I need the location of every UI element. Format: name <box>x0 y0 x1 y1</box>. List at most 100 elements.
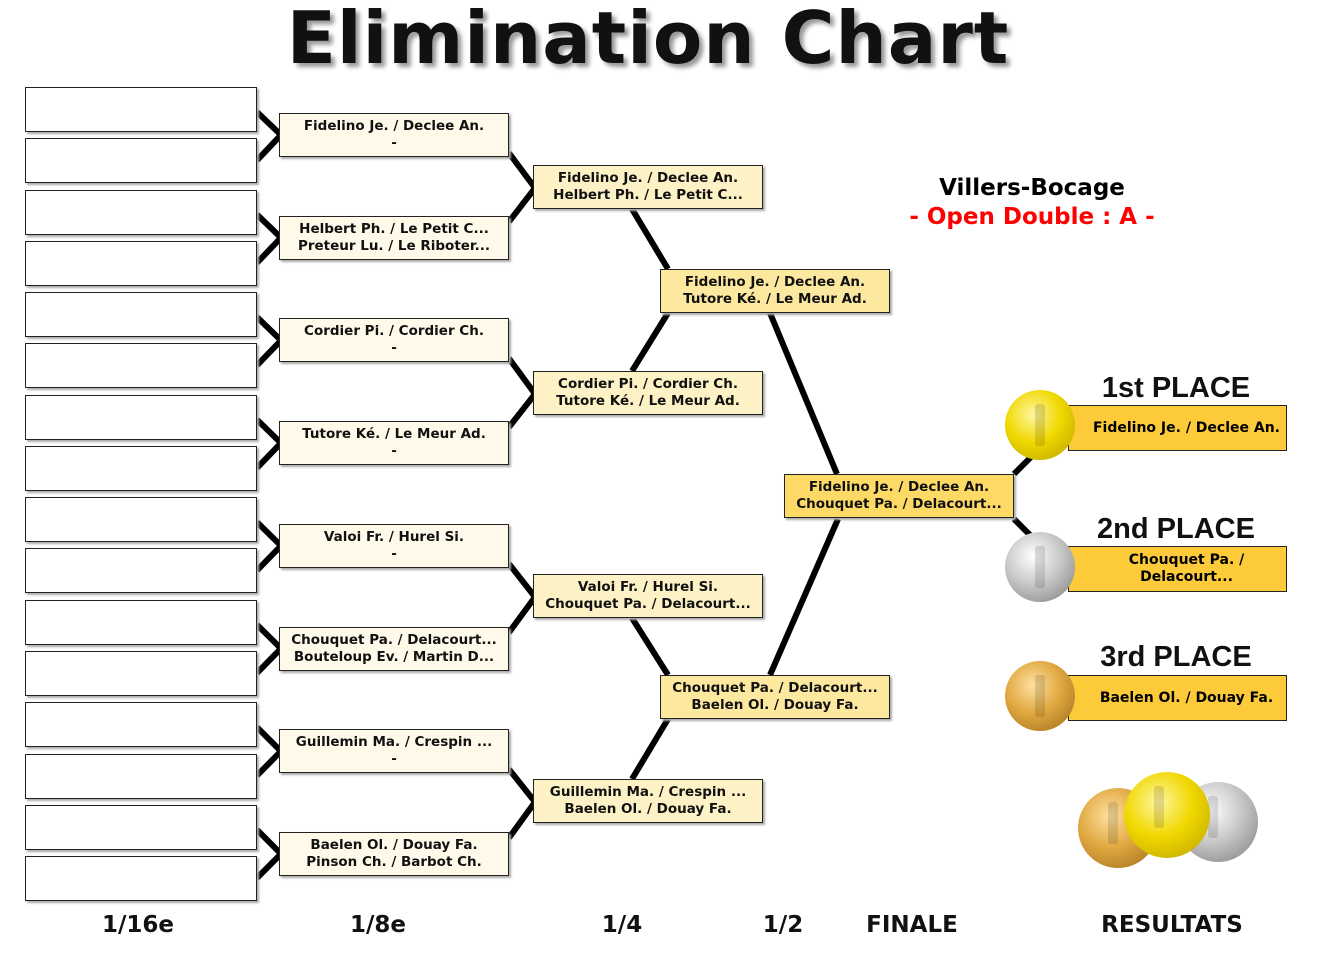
event-location: Villers-Bocage <box>939 175 1125 201</box>
round16-slot[interactable] <box>25 189 257 235</box>
quarter-match[interactable]: Fidelino Je. / Declee An. Helbert Ph. / L… <box>533 165 763 209</box>
team-line: Chouquet Pa. / Delacourt... <box>545 596 751 612</box>
quarter-match[interactable]: Valoi Fr. / Hurel Si. Chouquet Pa. / Dela… <box>533 574 763 618</box>
team-line: - <box>391 340 397 357</box>
team-line: Cordier Pi. / Cordier Ch. <box>558 376 738 392</box>
team-line: Fidelino Je. / Declee An. <box>808 479 990 495</box>
connector-line <box>506 151 538 190</box>
team-line: Chouquet Pa. / Delacourt... <box>291 631 497 648</box>
round8-match[interactable]: Chouquet Pa. / Delacourt... Bouteloup Ev.… <box>279 626 509 671</box>
round16-slot[interactable] <box>25 445 257 491</box>
column-label: 1/4 <box>601 912 643 938</box>
connector-line <box>254 314 284 343</box>
team-line: Baelen Ol. / Douay Fa. <box>691 697 859 713</box>
gold-medal-icon <box>1005 390 1075 460</box>
team-line: Pinson Ch. / Barbot Ch. <box>306 853 482 870</box>
round8-match[interactable]: Baelen Ol. / Douay Fa. Pinson Ch. / Barbo… <box>279 831 509 876</box>
team-line: Helbert Ph. / Le Petit C... <box>299 220 489 237</box>
team-line: Fidelino Je. / Declee An. <box>303 118 485 134</box>
connector-line <box>254 622 284 651</box>
connector-line <box>254 212 284 240</box>
round16-slot[interactable] <box>25 240 257 286</box>
team-line: - <box>391 443 397 460</box>
connector-line <box>506 186 538 224</box>
team-line: - <box>391 545 397 562</box>
team-line: Guillemin Ma. / Crespin ... <box>295 734 493 751</box>
semi-match[interactable]: Fidelino Je. / Declee An. Tutore Ké. / Le… <box>660 269 890 313</box>
team-line: Helbert Ph. / Le Petit C... <box>553 187 743 203</box>
team-line: Fidelino Je. / Declee An. <box>684 274 866 290</box>
round8-match[interactable]: Cordier Pi. / Cordier Ch. - <box>279 318 509 363</box>
page-title: Elimination Chart <box>286 0 1010 80</box>
round16-slot[interactable] <box>25 599 257 645</box>
team-line: Preteur Lu. / Le Riboter... <box>297 237 491 254</box>
quarter-match[interactable]: Guillemin Ma. / Crespin ... Baelen Ol. / … <box>533 779 763 823</box>
silver-medal-icon <box>1005 532 1075 602</box>
team-line: Cordier Pi. / Cordier Ch. <box>304 323 484 340</box>
column-label: FINALE <box>866 912 958 938</box>
connector-line <box>767 517 841 677</box>
column-label: 1/2 <box>762 912 804 938</box>
round16-slot[interactable] <box>25 856 257 902</box>
team-line: Valoi Fr. / Hurel Si. <box>577 579 719 595</box>
connector-line <box>629 717 671 781</box>
connector-line <box>506 800 538 840</box>
round16-slot[interactable] <box>25 650 257 696</box>
connector-line <box>506 767 538 804</box>
bronze-medal-icon <box>1005 661 1075 731</box>
connector-line <box>254 441 284 470</box>
connector-line <box>506 392 538 429</box>
round8-match[interactable]: Helbert Ph. / Le Petit C... Preteur Lu. /… <box>279 215 509 260</box>
round8-match[interactable]: Guillemin Ma. / Crespin ... - <box>279 729 509 774</box>
result-box: Baelen Ol. / Douay Fa. <box>1068 675 1287 721</box>
round16-slot[interactable] <box>25 548 257 594</box>
team-line: Bouteloup Ev. / Martin D... <box>293 648 495 665</box>
quarter-match[interactable]: Cordier Pi. / Cordier Ch. Tutore Ké. / Le… <box>533 371 763 415</box>
team-line: Tutore Ké. / Le Meur Ad. <box>302 426 486 443</box>
connector-line <box>506 356 538 396</box>
team-line: Guillemin Ma. / Crespin ... <box>549 784 747 800</box>
connector-line <box>254 749 284 778</box>
connector-line <box>629 311 671 373</box>
team-line: - <box>391 135 397 151</box>
round16-slot[interactable] <box>25 497 257 543</box>
round16-slot[interactable] <box>25 804 257 850</box>
connector-line <box>254 338 284 368</box>
connector-line <box>767 311 840 476</box>
round16-slot[interactable] <box>25 343 257 389</box>
team-line: Chouquet Pa. / Delacourt... <box>672 680 878 696</box>
round16-slot[interactable] <box>25 753 257 799</box>
team-line: Fidelino Je. / Declee An. <box>557 170 739 186</box>
connector-line <box>506 595 538 635</box>
result-box: Chouquet Pa. / Delacourt... <box>1068 546 1287 592</box>
team-line: - <box>391 751 397 768</box>
connector-line <box>629 207 671 271</box>
connector-line <box>254 109 284 138</box>
round16-slot[interactable] <box>25 292 257 338</box>
event-category: - Open Double : A - <box>909 204 1155 230</box>
connector-line <box>254 725 284 754</box>
connector-line <box>254 235 284 265</box>
round16-slot[interactable] <box>25 394 257 440</box>
team-line: Tutore Ké. / Le Meur Ad. <box>556 393 740 409</box>
connector-line <box>254 543 284 573</box>
team-line: Baelen Ol. / Douay Fa. <box>310 836 478 853</box>
round8-match[interactable]: Tutore Ké. / Le Meur Ad. - <box>279 421 509 466</box>
semi-match[interactable]: Chouquet Pa. / Delacourt... Baelen Ol. / … <box>660 675 890 719</box>
round8-match[interactable]: Valoi Fr. / Hurel Si. - <box>279 523 509 568</box>
connector-line <box>254 646 284 676</box>
round16-slot[interactable] <box>25 87 257 132</box>
final-match[interactable]: Fidelino Je. / Declee An. Chouquet Pa. / … <box>784 474 1014 518</box>
team-line: Tutore Ké. / Le Meur Ad. <box>683 291 867 307</box>
round8-match[interactable]: Fidelino Je. / Declee An. - <box>279 113 509 157</box>
connector-line <box>254 132 284 163</box>
round16-slot[interactable] <box>25 138 257 184</box>
team-line: Valoi Fr. / Hurel Si. <box>323 528 465 545</box>
team-line: Baelen Ol. / Douay Fa. <box>564 801 732 817</box>
column-label: 1/16e <box>101 912 175 938</box>
connector-line <box>254 520 284 548</box>
connector-line <box>506 561 538 599</box>
round16-slot[interactable] <box>25 702 257 748</box>
place-title: 2nd PLACE <box>1097 513 1255 545</box>
